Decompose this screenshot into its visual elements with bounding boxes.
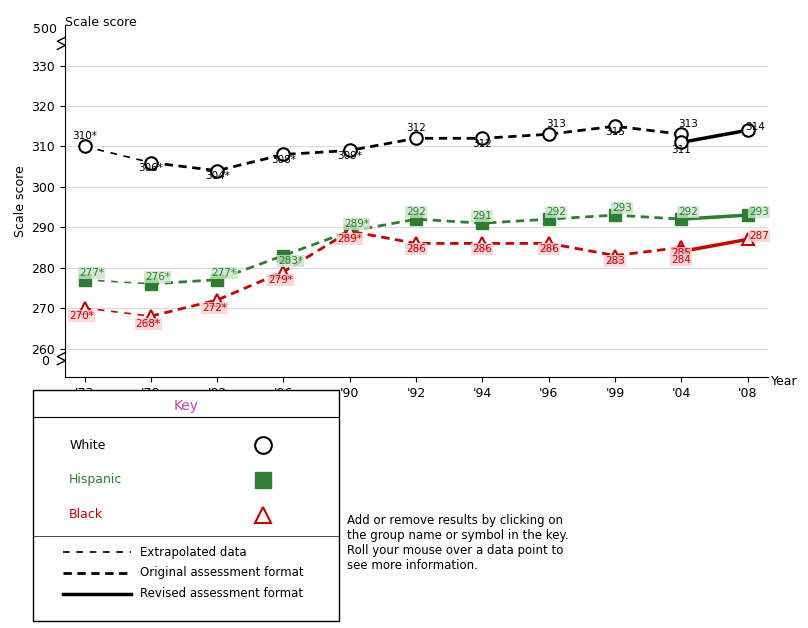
- Text: 277*: 277*: [212, 268, 237, 278]
- Text: 277*: 277*: [79, 268, 104, 278]
- Text: 311: 311: [671, 146, 692, 156]
- Text: 315: 315: [605, 126, 625, 136]
- Text: 292: 292: [545, 207, 566, 217]
- Text: 291: 291: [473, 211, 492, 221]
- Text: Year: Year: [771, 375, 797, 387]
- Text: 284: 284: [671, 254, 692, 264]
- Text: 286: 286: [539, 244, 558, 254]
- Text: 283*: 283*: [278, 256, 303, 266]
- Text: Add or remove results by clicking on
the group name or symbol in the key.
Roll y: Add or remove results by clicking on the…: [347, 514, 569, 572]
- Text: 293: 293: [749, 207, 768, 217]
- Text: 268*: 268*: [136, 319, 161, 329]
- Text: 308*: 308*: [271, 155, 296, 165]
- Text: Hispanic: Hispanic: [69, 474, 123, 487]
- Text: 276*: 276*: [145, 272, 170, 282]
- Text: 287: 287: [749, 231, 768, 241]
- Text: 306*: 306*: [138, 163, 163, 173]
- Text: Extrapolated data: Extrapolated data: [140, 546, 246, 558]
- Text: 289*: 289*: [337, 234, 362, 244]
- Text: Original assessment format: Original assessment format: [140, 566, 304, 580]
- Text: 286: 286: [473, 244, 492, 254]
- Text: 279*: 279*: [268, 275, 293, 285]
- Text: 314: 314: [745, 122, 764, 133]
- Text: 292: 292: [406, 207, 426, 217]
- Text: 283: 283: [605, 256, 625, 266]
- Text: Black: Black: [69, 508, 103, 521]
- Text: 313: 313: [545, 119, 566, 129]
- Text: 293: 293: [612, 203, 632, 213]
- Text: 286: 286: [406, 244, 426, 254]
- Text: 292: 292: [679, 207, 698, 217]
- Text: 285: 285: [671, 248, 692, 257]
- FancyBboxPatch shape: [33, 390, 339, 621]
- Text: 304*: 304*: [204, 171, 229, 181]
- Text: Scale score: Scale score: [65, 16, 137, 29]
- Text: 289*: 289*: [344, 219, 369, 229]
- Text: 500: 500: [33, 23, 57, 36]
- Text: 312: 312: [473, 139, 492, 149]
- Text: Key: Key: [174, 399, 198, 413]
- Text: 310*: 310*: [72, 131, 97, 141]
- Text: 270*: 270*: [69, 311, 95, 321]
- Text: 0: 0: [40, 355, 48, 367]
- Text: Revised assessment format: Revised assessment format: [140, 587, 303, 600]
- Text: 309*: 309*: [338, 151, 362, 161]
- Text: 272*: 272*: [202, 303, 227, 313]
- Text: 312: 312: [406, 123, 426, 133]
- Y-axis label: Scale score: Scale score: [14, 165, 27, 237]
- Text: White: White: [69, 438, 106, 452]
- Text: 313: 313: [679, 119, 698, 129]
